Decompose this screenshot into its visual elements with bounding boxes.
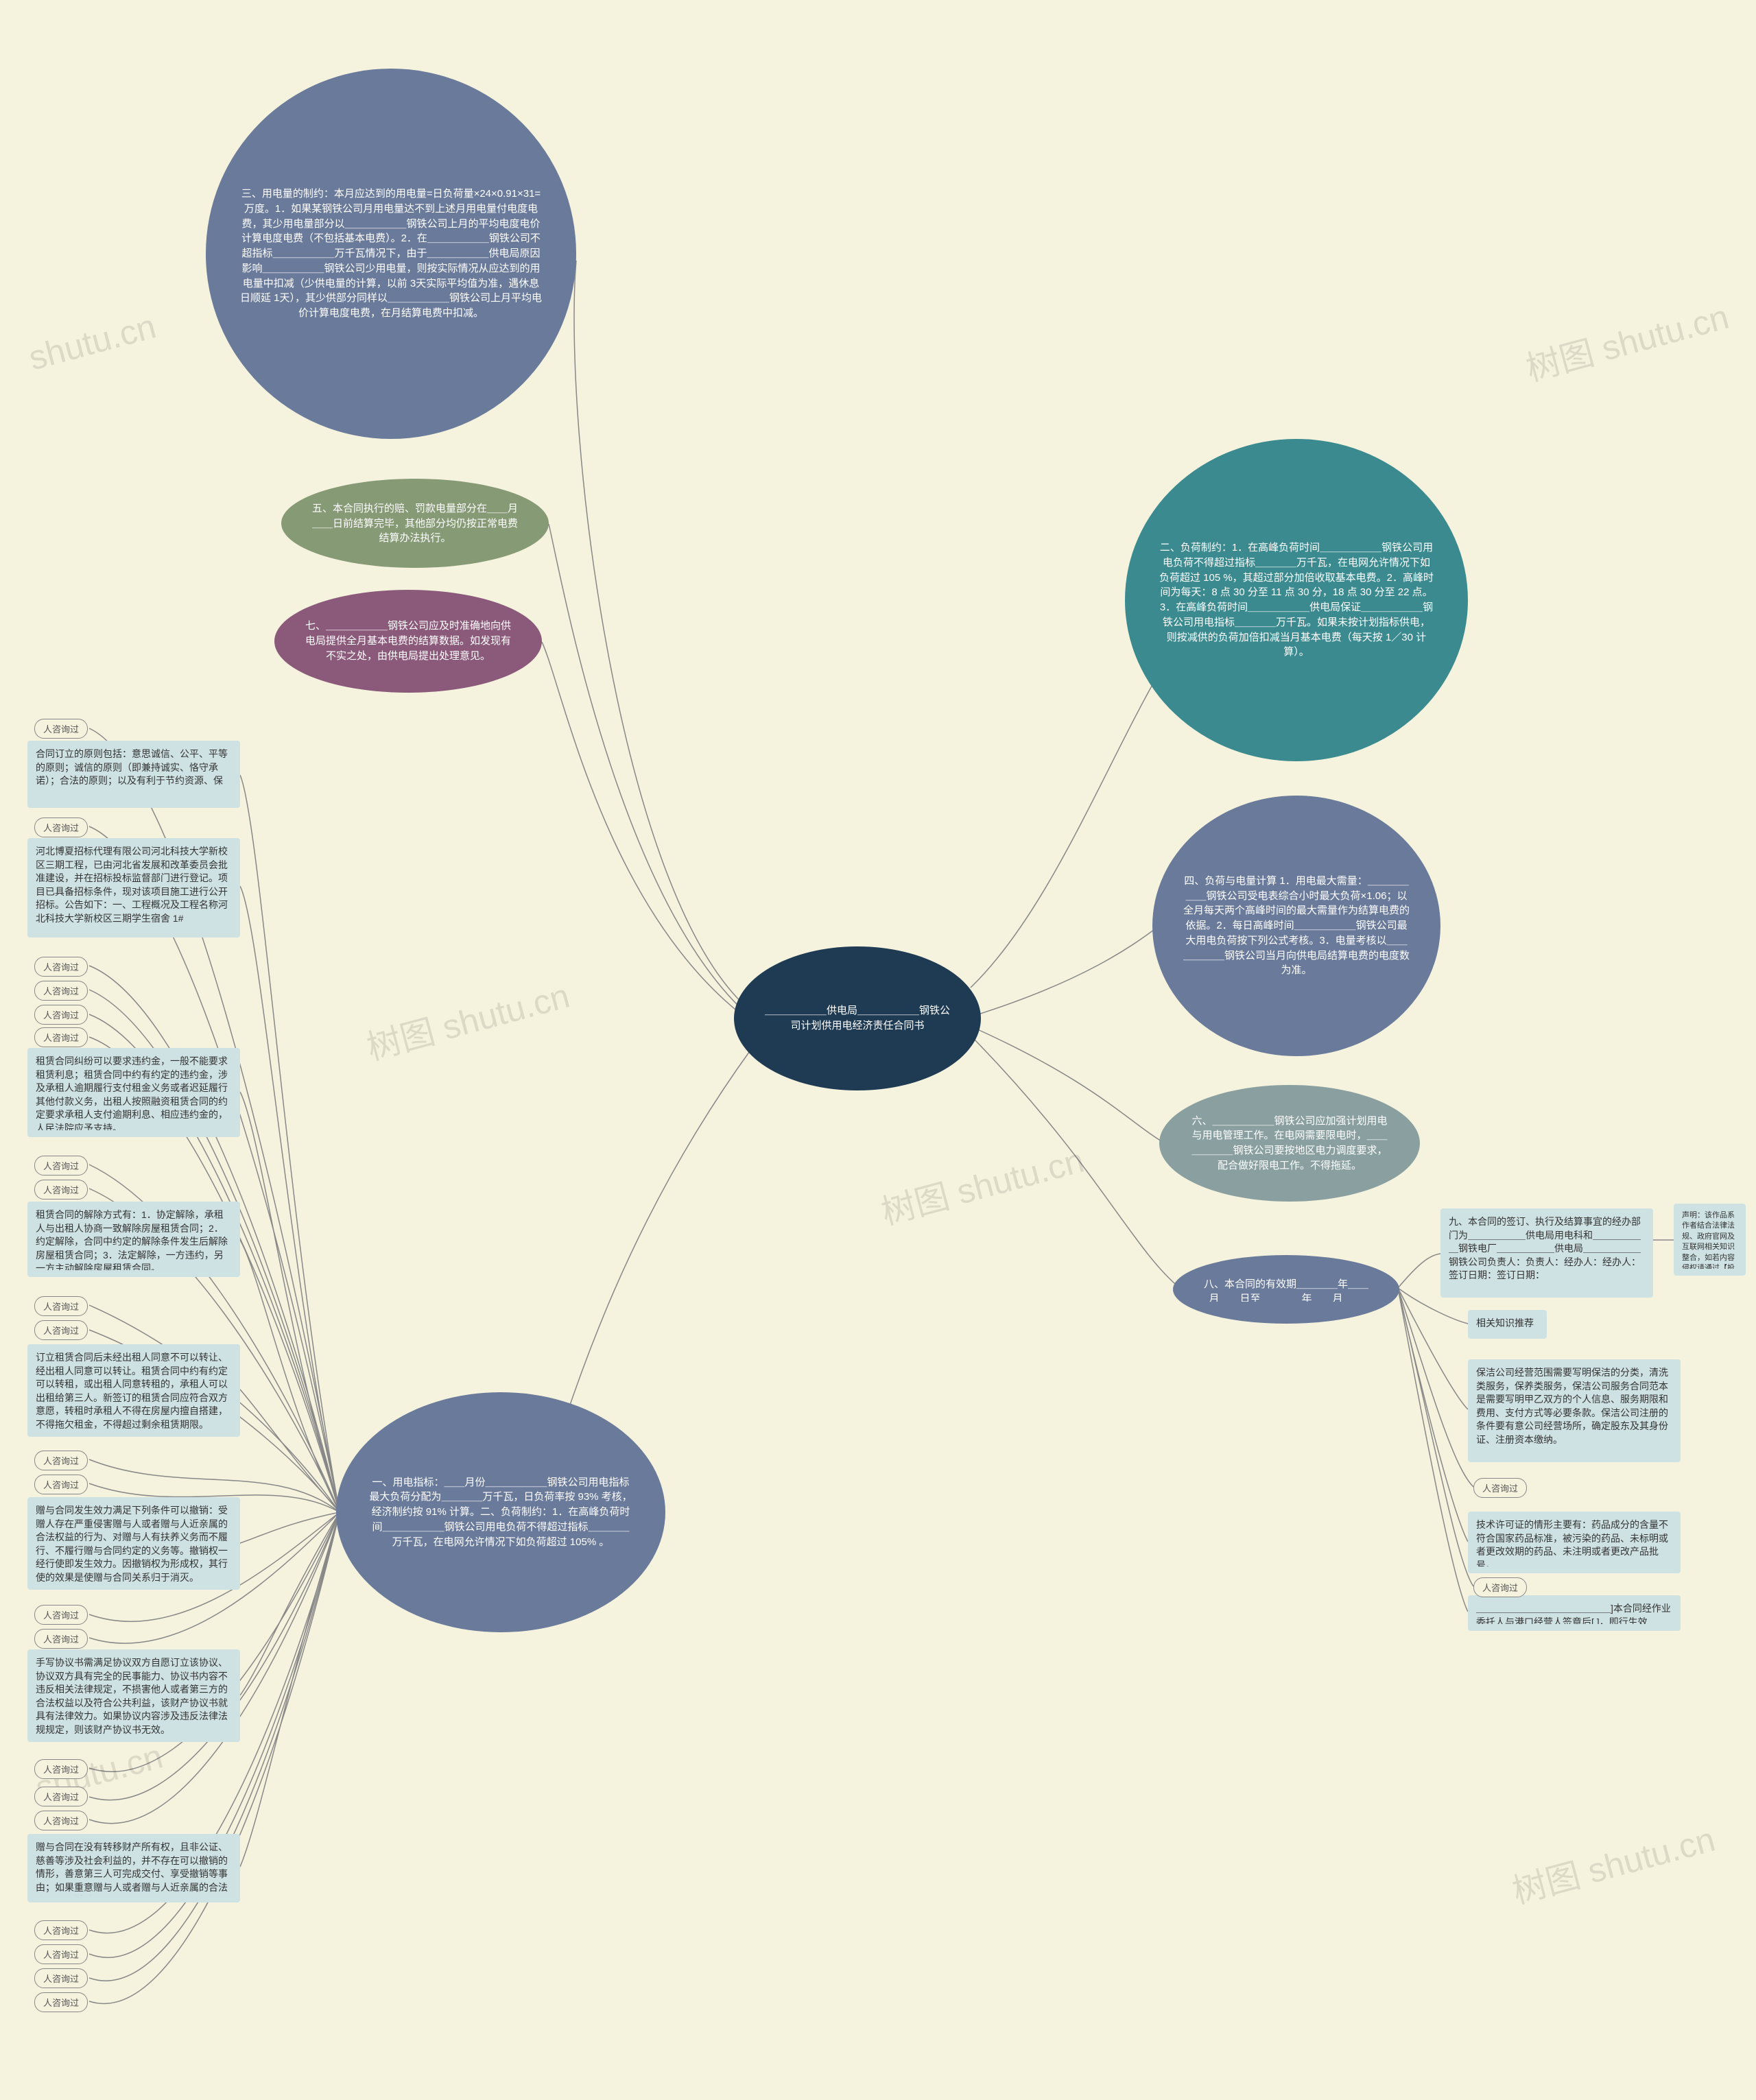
consult-pill: 人咨询过 [34, 1759, 88, 1779]
branch-node-text: 四、负荷与电量计算 1．用电最大需量：＿＿＿＿＿＿钢铁公司受电表综合小时最大负荷… [1183, 874, 1410, 978]
consult-pill: 人咨询过 [34, 981, 88, 1001]
watermark: 树图 shutu.cn [875, 1133, 1089, 1234]
consult-pill: 人咨询过 [34, 957, 88, 977]
leaf-card-text: 河北博夏招标代理有限公司河北科技大学新校区三期工程，已由河北省发展和改革委员会批… [36, 845, 232, 926]
leaf-card-text: 租赁合同纠纷可以要求违约金，一般不能要求租赁利息；租赁合同中约有约定的违约金，涉… [36, 1055, 232, 1130]
branch-node-text: 八、本合同的有效期＿＿＿＿年＿＿月＿＿日至＿＿＿＿年＿＿月＿＿日。 [1201, 1277, 1371, 1302]
consult-pill: 人咨询过 [34, 1180, 88, 1200]
leaf-card-text: 订立租赁合同后未经出租人同意不可以转让、经出租人同意可以转让。租赁合同中约有约定… [36, 1351, 232, 1430]
branch-node: 三、用电量的制约：本月应达到的用电量=日负荷量×24×0.91×31=万度。1．… [206, 69, 576, 439]
leaf-card-text: 赠与合同发生效力满足下列条件可以撤销：受赠人存在严重侵害赠与人或者赠与人近亲属的… [36, 1504, 232, 1583]
branch-node-text: 二、负荷制约：1．在高峰负荷时间＿＿＿＿＿＿钢铁公司用电负荷不得超过指标＿＿＿＿… [1158, 540, 1436, 660]
consult-pill: 人咨询过 [34, 1605, 88, 1625]
branch-node: 一、用电指标：＿＿月份＿＿＿＿＿＿钢铁公司用电指标最大负荷分配为＿＿＿＿万千瓦，… [336, 1392, 665, 1632]
leaf-card-text: 九、本合同的签订、执行及结算事宜的经办部门为＿＿＿＿＿＿供电局用电科和＿＿＿＿＿… [1449, 1215, 1645, 1282]
branch-node: 二、负荷制约：1．在高峰负荷时间＿＿＿＿＿＿钢铁公司用电负荷不得超过指标＿＿＿＿… [1125, 439, 1468, 761]
consult-pill: 人咨询过 [34, 1027, 88, 1047]
leaf-card-text: ＿＿＿＿＿＿＿＿＿＿＿＿＿＿]本合同经作业委托人与港口经营人签章后[ ]，即行生… [1476, 1602, 1672, 1624]
leaf-card: 技术许可证的情形主要有：药品成分的含量不符合国家药品标准，被污染的药品、未标明或… [1468, 1512, 1681, 1573]
consult-pill: 人咨询过 [1473, 1577, 1527, 1597]
branch-node: 八、本合同的有效期＿＿＿＿年＿＿月＿＿日至＿＿＿＿年＿＿月＿＿日。 [1173, 1255, 1399, 1324]
note-disclaimer: 声明：该作品系作者结合法律法规、政府官网及互联网相关知识整合，如若内容侵权请通过… [1674, 1204, 1746, 1276]
branch-node: 五、本合同执行的赔、罚款电量部分在＿＿月＿＿日前结算完毕，其他部分均仍按正常电费… [281, 479, 549, 568]
branch-node: 六、＿＿＿＿＿＿钢铁公司应加强计划用电与用电管理工作。在电网需要限电时，＿＿＿＿… [1159, 1085, 1420, 1202]
leaf-card: 订立租赁合同后未经出租人同意不可以转让、经出租人同意可以转让。租赁合同中约有约定… [27, 1344, 240, 1437]
watermark: 树图 shutu.cn [1506, 1812, 1720, 1913]
leaf-card-text: 保洁公司经营范围需要写明保洁的分类，清洗类服务，保养类服务，保洁公司服务合同范本… [1476, 1366, 1672, 1447]
leaf-card-text: 赠与合同在没有转移财产所有权，且非公证、慈善等涉及社会利益的，并不存在可以撤销的… [36, 1841, 232, 1896]
leaf-card: 保洁公司经营范围需要写明保洁的分类，清洗类服务，保养类服务，保洁公司服务合同范本… [1468, 1359, 1681, 1462]
watermark: 树图 shutu.cn [1520, 289, 1733, 391]
leaf-card-text: 合同订立的原则包括：意思诚信、公平、平等的原则；诚信的原则（即兼持诚实、恪守承诺… [36, 748, 232, 788]
branch-node-text: 三、用电量的制约：本月应达到的用电量=日负荷量×24×0.91×31=万度。1．… [239, 187, 543, 321]
consult-pill: 人咨询过 [34, 1005, 88, 1025]
consult-pill: 人咨询过 [34, 1156, 88, 1176]
watermark: shutu.cn [25, 307, 161, 379]
leaf-card-text: 手写协议书需满足协议双方自愿订立该协议、协议双方具有完全的民事能力、协议书内容不… [36, 1656, 232, 1735]
consult-pill: 人咨询过 [34, 719, 88, 739]
consult-pill: 人咨询过 [34, 1451, 88, 1470]
consult-pill: 人咨询过 [34, 1787, 88, 1806]
consult-pill: 人咨询过 [34, 1944, 88, 1964]
consult-pill: 人咨询过 [1473, 1478, 1527, 1498]
consult-pill: 人咨询过 [34, 1968, 88, 1988]
consult-pill: 人咨询过 [34, 1920, 88, 1940]
center-node-text: ＿＿＿＿＿＿供电局＿＿＿＿＿＿钢铁公司计划供用电经济责任合同书 [763, 1003, 952, 1034]
consult-pill: 人咨询过 [34, 1296, 88, 1316]
consult-pill: 人咨询过 [34, 1811, 88, 1830]
consult-pill: 人咨询过 [34, 818, 88, 837]
leaf-card: 租赁合同纠纷可以要求违约金，一般不能要求租赁利息；租赁合同中约有约定的违约金，涉… [27, 1048, 240, 1137]
branch-node-text: 六、＿＿＿＿＿＿钢铁公司应加强计划用电与用电管理工作。在电网需要限电时，＿＿＿＿… [1189, 1114, 1390, 1173]
leaf-card: 赠与合同发生效力满足下列条件可以撤销：受赠人存在严重侵害赠与人或者赠与人近亲属的… [27, 1497, 240, 1590]
branch-node-text: 一、用电指标：＿＿月份＿＿＿＿＿＿钢铁公司用电指标最大负荷分配为＿＿＿＿万千瓦，… [368, 1475, 633, 1550]
center-node: ＿＿＿＿＿＿供电局＿＿＿＿＿＿钢铁公司计划供用电经济责任合同书 [734, 946, 981, 1090]
leaf-card: 手写协议书需满足协议双方自愿订立该协议、协议双方具有完全的民事能力、协议书内容不… [27, 1649, 240, 1742]
watermark: 树图 shutu.cn [361, 968, 574, 1070]
leaf-card: 租赁合同的解除方式有：1．协定解除，承租人与出租人协商一致解除房屋租赁合同；2．… [27, 1202, 240, 1277]
note-disclaimer-text: 声明：该作品系作者结合法律法规、政府官网及互联网相关知识整合，如若内容侵权请通过… [1682, 1210, 1737, 1269]
consult-pill: 人咨询过 [34, 1320, 88, 1340]
branch-node-text: 五、本合同执行的赔、罚款电量部分在＿＿月＿＿日前结算完毕，其他部分均仍按正常电费… [311, 501, 519, 545]
consult-pill: 人咨询过 [34, 1475, 88, 1494]
leaf-card: 河北博夏招标代理有限公司河北科技大学新校区三期工程，已由河北省发展和改革委员会批… [27, 838, 240, 938]
leaf-card: 赠与合同在没有转移财产所有权，且非公证、慈善等涉及社会利益的，并不存在可以撤销的… [27, 1834, 240, 1902]
leaf-card-text: 租赁合同的解除方式有：1．协定解除，承租人与出租人协商一致解除房屋租赁合同；2．… [36, 1208, 232, 1270]
leaf-card: 九、本合同的签订、执行及结算事宜的经办部门为＿＿＿＿＿＿供电局用电科和＿＿＿＿＿… [1440, 1208, 1653, 1298]
branch-node: 四、负荷与电量计算 1．用电最大需量：＿＿＿＿＿＿钢铁公司受电表综合小时最大负荷… [1152, 796, 1440, 1056]
branch-node-text: 七、＿＿＿＿＿＿钢铁公司应及时准确地向供电局提供全月基本电费的结算数据。如发现有… [304, 619, 512, 663]
branch-node: 七、＿＿＿＿＿＿钢铁公司应及时准确地向供电局提供全月基本电费的结算数据。如发现有… [274, 590, 542, 693]
leaf-card: ＿＿＿＿＿＿＿＿＿＿＿＿＿＿]本合同经作业委托人与港口经营人签章后[ ]，即行生… [1468, 1595, 1681, 1631]
leaf-card: 合同订立的原则包括：意思诚信、公平、平等的原则；诚信的原则（即兼持诚实、恪守承诺… [27, 741, 240, 808]
consult-pill: 人咨询过 [34, 1629, 88, 1649]
leaf-card-text: 相关知识推荐 [1476, 1317, 1539, 1331]
consult-pill: 人咨询过 [34, 1992, 88, 2012]
leaf-card: 相关知识推荐 [1468, 1310, 1547, 1339]
leaf-card-text: 技术许可证的情形主要有：药品成分的含量不符合国家药品标准，被污染的药品、未标明或… [1476, 1518, 1672, 1566]
